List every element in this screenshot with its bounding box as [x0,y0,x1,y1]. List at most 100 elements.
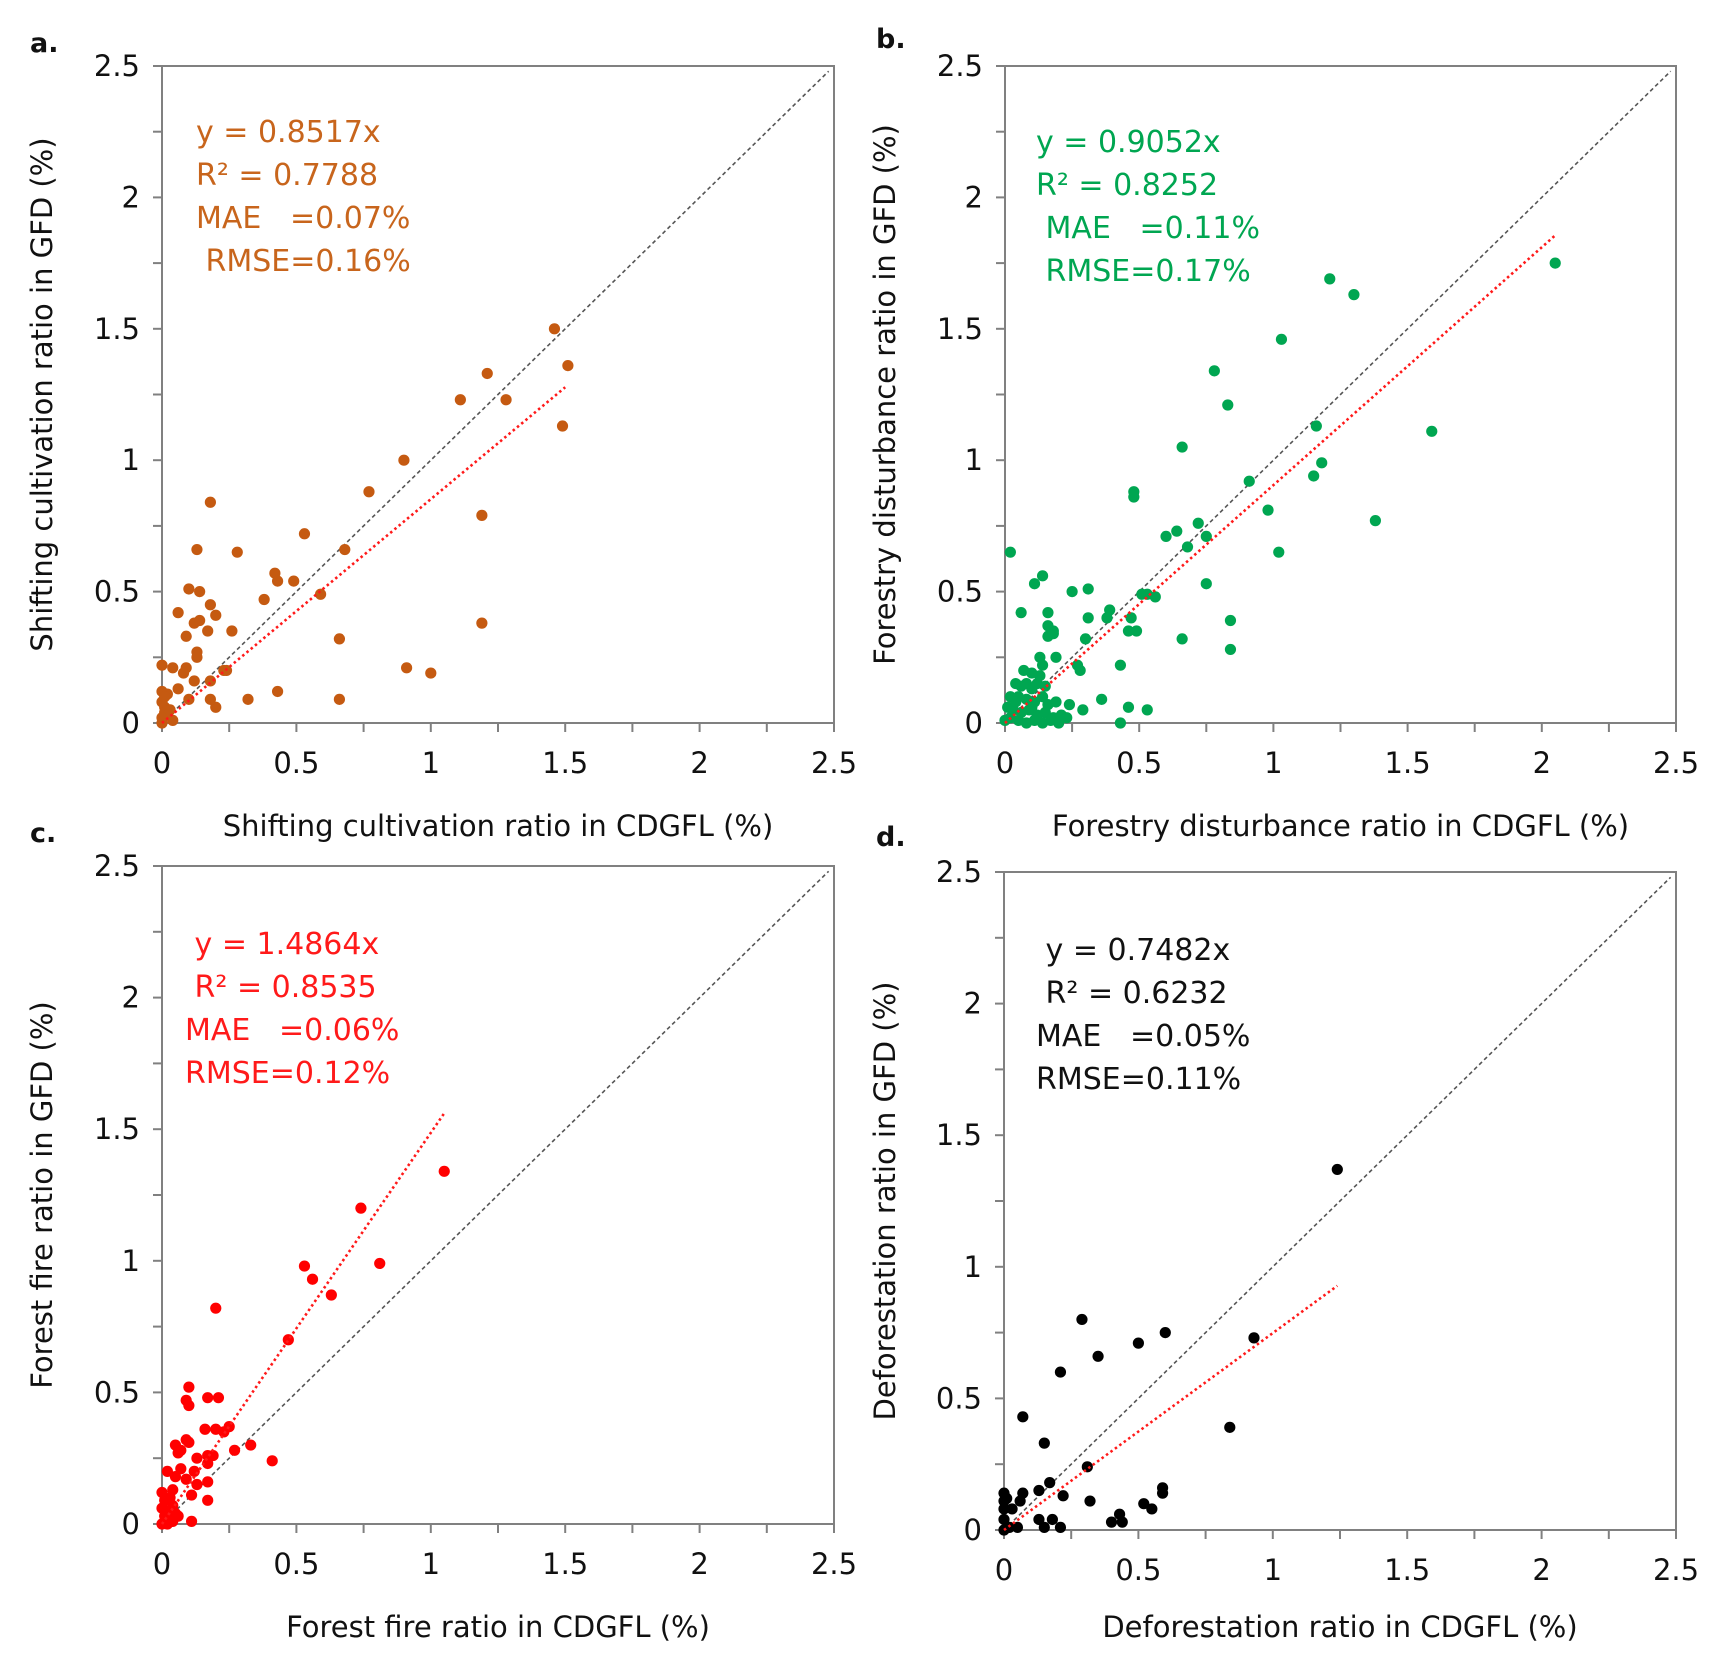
data-point [1006,1503,1018,1515]
data-point [1122,701,1135,713]
data-point [1125,612,1137,624]
data-point [191,543,203,556]
stats-annotation: RMSE=0.12% [185,1056,390,1091]
data-point [1101,612,1113,624]
data-point [548,323,561,335]
data-point [1057,1490,1069,1502]
data-point [1074,664,1086,677]
x-tick-label: 2 [1532,1553,1550,1587]
data-point [1076,1313,1088,1326]
y-axis-title: Shifting cultivation ratio in GFD (%) [25,137,59,651]
regression-line [161,386,567,724]
data-point [1141,704,1153,716]
data-point [355,1202,367,1214]
data-point [210,609,222,621]
stats-annotation: RMSE=0.16% [196,244,411,279]
data-point [1116,1516,1128,1528]
x-tick-label: 0.5 [273,1547,319,1581]
data-point [202,1392,214,1404]
data-point [425,667,437,679]
data-point [1092,1350,1104,1362]
data-point [1050,696,1062,708]
data-point [1331,1163,1343,1176]
data-point [1159,1327,1171,1339]
x-tick-label: 2.5 [1653,1553,1699,1587]
data-point [204,693,216,705]
data-point [562,359,574,372]
data-point [202,625,214,637]
one-to-one-line [1004,70,1672,724]
data-point [1181,541,1194,553]
y-tick-label: 1.5 [94,1112,140,1146]
data-point [159,691,171,703]
data-point [438,1165,450,1177]
x-tick-label: 0.5 [1116,746,1162,780]
panel-a: a. 0 0.5 1 1.5 2 2.5 0 0.5 1 1.5 2 2.5 Shifting culti… [25,28,857,843]
data-point [1224,643,1237,656]
data-point [258,593,270,606]
stats-annotation: y = 0.8517x [196,115,381,150]
panel-label: b. [876,24,906,55]
data-point [188,1465,200,1477]
x-tick-label: 2.5 [1653,746,1699,780]
x-tick-label: 2 [690,746,708,780]
stats-annotation: y = 0.7482x [1036,933,1230,968]
x-tick-label: 1 [422,746,440,780]
data-point [298,1260,311,1272]
stats-annotation: y = 1.4864x [185,927,379,962]
data-point [306,1273,319,1285]
stats-annotation: RMSE=0.11% [1036,1062,1241,1097]
data-point [1036,659,1049,671]
data-point [1077,704,1089,716]
data-point [185,1489,198,1501]
data-point [282,1334,294,1346]
data-point [1034,670,1046,682]
data-point [204,496,216,508]
stats-annotation: y = 0.9052x [1036,125,1221,160]
data-point [476,617,488,629]
data-point [314,588,327,600]
data-point [1010,696,1022,708]
data-point [183,1381,195,1393]
y-tick-label: 0.5 [937,575,983,609]
y-tick-label: 0.5 [94,575,140,609]
data-point [1011,1521,1024,1533]
data-point [1176,441,1188,453]
regression-line [1003,1284,1339,1532]
data-point [1018,664,1030,677]
data-point [1050,651,1062,663]
data-point [325,1289,337,1301]
y-axis-title: Forest fire ratio in GFD (%) [25,1001,59,1388]
data-point [363,486,375,498]
y-tick-label: 2 [122,180,140,214]
data-point [1222,399,1234,411]
data-point [1243,475,1255,487]
data-point [481,367,493,380]
data-point [207,1449,219,1462]
one-to-one-line [161,870,830,1525]
data-point [1028,578,1041,590]
x-tick-label: 0.5 [1115,1553,1161,1587]
data-point [1369,515,1381,527]
data-point [1208,365,1220,377]
data-point [1176,633,1188,645]
data-point [226,625,238,637]
data-point [212,1392,225,1404]
x-tick-label: 0 [153,1547,171,1581]
data-point [183,1436,195,1449]
stats-annotation: R² = 0.8252 [1036,168,1218,203]
y-axis-title: Forestry disturbance ratio in GFD (%) [868,124,902,665]
data-point [1130,625,1143,637]
stats-annotation: R² = 0.8535 [185,970,377,1005]
x-tick-label: 0 [996,746,1014,780]
data-point [1105,1516,1118,1528]
data-point [191,651,203,663]
data-point [191,1478,203,1491]
x-tick-label: 1.5 [1385,746,1431,780]
data-point [228,1444,241,1456]
data-point [1122,625,1135,637]
data-point [1046,1513,1058,1526]
y-tick-label: 1 [122,443,140,477]
y-tick-label: 1.5 [937,312,983,346]
panel-label: a. [30,28,58,59]
